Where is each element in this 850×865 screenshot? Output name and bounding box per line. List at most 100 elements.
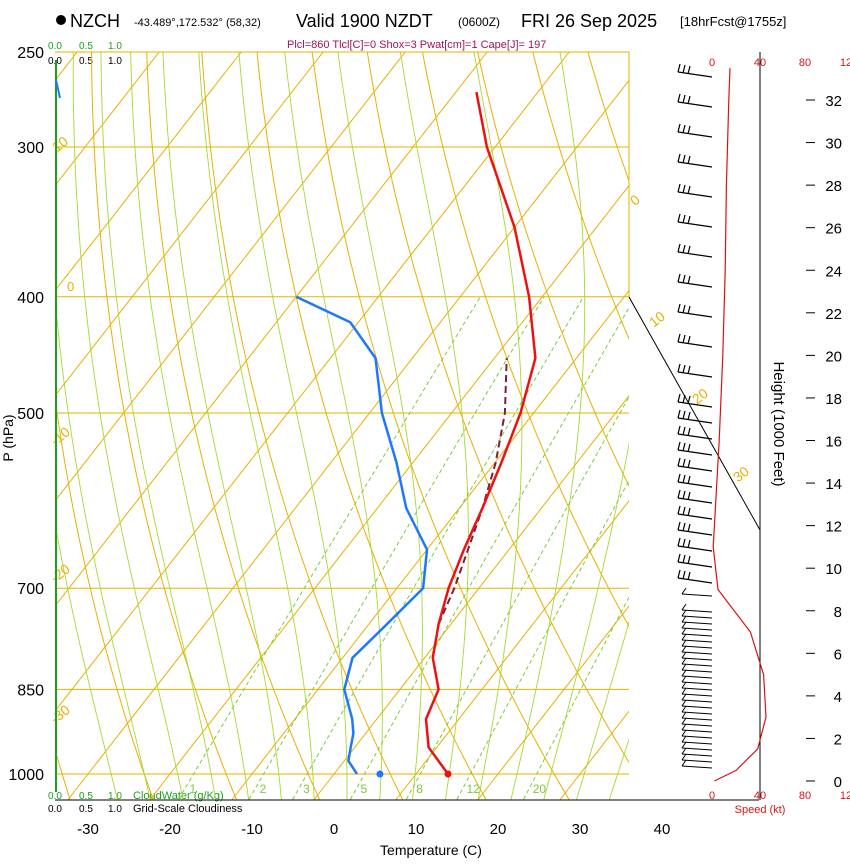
wind-barb <box>681 735 713 745</box>
mixing-ratio-line <box>456 479 629 800</box>
wind-barb <box>677 489 713 504</box>
valid-utc: (0600Z) <box>458 15 500 29</box>
height-tick-label: 32 <box>825 93 842 110</box>
height-tick-label: 28 <box>825 178 842 195</box>
wind-speed-profile <box>712 68 767 782</box>
wind-barb <box>677 473 713 488</box>
mixing-ratio-label: 1 <box>190 782 197 796</box>
temperature-tick-label: -10 <box>241 821 263 838</box>
mixing-ratio-line <box>178 296 481 800</box>
wind-barb <box>681 705 713 715</box>
wind-barb <box>681 627 713 637</box>
wind-barb <box>681 669 713 679</box>
isotherm-line <box>55 52 570 712</box>
wind-barb <box>681 753 713 763</box>
pressure-tick-label: 850 <box>17 682 44 699</box>
wind-barb <box>677 521 713 536</box>
wind-barb <box>681 729 713 739</box>
y-axis-title: P (hPa) <box>0 414 16 461</box>
height-tick-label: 26 <box>825 221 842 238</box>
dry-adiabat-line <box>587 52 629 183</box>
dry-adiabat-line <box>311 52 570 800</box>
isotherm-line <box>497 605 629 775</box>
isotherm-label: -10 <box>47 423 73 448</box>
moist-adiabat-line <box>576 620 629 800</box>
temperature-tick-label: 30 <box>572 821 589 838</box>
moist-adiabat-line <box>162 52 282 800</box>
upper-moisture-mark <box>55 79 61 99</box>
mixing-ratio-label: 8 <box>416 782 423 796</box>
wind-barb <box>677 63 713 78</box>
cloud-scale-bottom-black-1: 0.5 <box>79 804 93 815</box>
height-tick-label: 20 <box>825 348 842 365</box>
speed-tick-top: 12 <box>840 57 850 69</box>
height-tick-label: 18 <box>825 391 842 408</box>
pressure-tick-label: 1000 <box>8 767 44 784</box>
moist-adiabat-line <box>399 52 469 800</box>
height-tick-label: 10 <box>825 561 842 578</box>
station-bullet-icon <box>56 15 66 25</box>
moist-adiabat-line <box>100 52 217 800</box>
mixing-ratio-label: 2 <box>260 782 267 796</box>
dry-adiabat-line <box>55 393 154 800</box>
mixing-ratio-label: 20 <box>533 782 547 796</box>
isotherm-line <box>55 52 488 607</box>
mixing-ratio-line <box>349 306 629 800</box>
cloud-scale-top-green-2: 1.0 <box>108 41 122 52</box>
mixing-ratio-label: 3 <box>303 782 310 796</box>
wind-barb <box>681 621 713 631</box>
dry-adiabat-line <box>532 52 629 341</box>
height-tick-label: 24 <box>825 263 842 280</box>
height-tick-label: 2 <box>834 731 842 748</box>
moist-adiabat-line <box>55 292 151 800</box>
pressure-tick-label: 300 <box>17 140 44 157</box>
wind-barb <box>677 393 713 408</box>
moist-adiabat-line <box>198 52 315 800</box>
moist-adiabat-line <box>337 52 423 800</box>
data-layer: 0 <box>67 91 537 778</box>
wind-barb <box>681 699 713 709</box>
isotherm-line <box>55 52 324 397</box>
cloud-scale-bottom-black-0: 0.0 <box>48 804 62 815</box>
wind-barb <box>681 681 713 691</box>
thermo-grid: 1 2 3 5 8 12 20 <box>0 31 850 800</box>
speed-tick-top: 40 <box>754 57 766 69</box>
cloud-scale-top-black-1: 0.5 <box>79 56 93 67</box>
isotherm-line <box>251 289 629 775</box>
plot-frame-top <box>55 51 630 297</box>
wind-barb <box>681 615 713 625</box>
wind-barb <box>677 553 713 568</box>
speed-tick-bottom: 0 <box>709 790 715 802</box>
dry-adiabat-line <box>201 52 404 800</box>
mixing-ratio-label: 5 <box>361 782 368 796</box>
wind-barb <box>681 723 713 733</box>
moist-adiabat-line <box>473 52 523 800</box>
speed-tick-top: 80 <box>799 57 811 69</box>
forecast-info: [18hrFcst@1755z] <box>680 14 786 29</box>
dry-adiabat-line <box>477 52 629 488</box>
dewpoint-top-label: 0 <box>67 279 74 294</box>
cloud-scale-top-green-0: 0.0 <box>48 41 62 52</box>
wind-barb <box>677 569 713 584</box>
moist-adiabat-line <box>510 52 586 800</box>
temperature-trace <box>424 91 537 775</box>
isotherm-label: 10 <box>646 308 668 330</box>
height-tick-label: 14 <box>825 476 842 493</box>
wind-barb <box>681 711 713 721</box>
station-id: NZCH <box>70 11 120 31</box>
height-tick-label: 0 <box>834 774 842 791</box>
dry-adiabat-line <box>637 31 850 800</box>
wind-barb <box>681 657 713 667</box>
wind-barb <box>677 425 713 440</box>
isotherm-line <box>313 773 335 800</box>
boundary-line <box>628 296 761 531</box>
wind-barb <box>677 213 713 228</box>
height-tick-label: 30 <box>825 136 842 153</box>
wind-barb <box>681 675 713 685</box>
moist-adiabat-line <box>238 52 348 800</box>
grid-cloud-label: Grid-Scale Cloudiness <box>133 803 243 815</box>
valid-time: Valid 1900 NZDT <box>296 11 433 31</box>
wind-barb <box>677 333 713 348</box>
isotherm-line <box>0 774 6 800</box>
